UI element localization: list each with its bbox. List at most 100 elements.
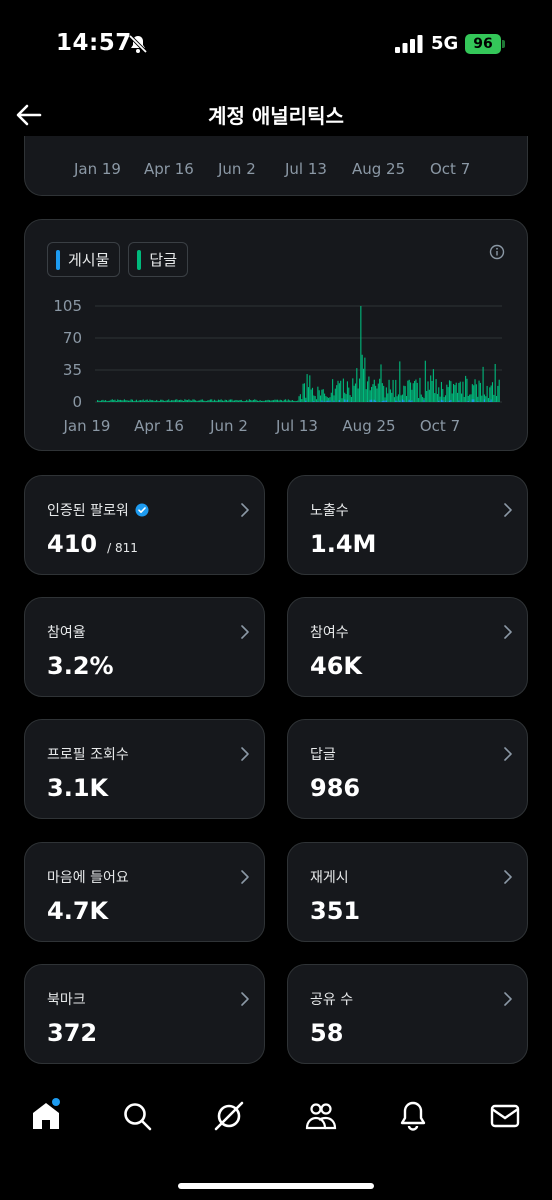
replies-bar xyxy=(340,380,342,402)
posts-color-swatch xyxy=(56,249,60,270)
replies-bar xyxy=(110,399,112,402)
stat-card[interactable]: 인증된 팔로워 410 / 811 xyxy=(24,475,265,575)
replies-bar xyxy=(474,379,476,402)
replies-bar xyxy=(129,400,131,402)
replies-bar xyxy=(388,379,390,402)
stat-card[interactable]: 공유 수 58 xyxy=(287,964,528,1064)
messages-icon[interactable] xyxy=(489,1100,521,1132)
stat-card[interactable]: 참여수 46K xyxy=(287,597,528,697)
posts-bar xyxy=(408,399,410,402)
replies-bar xyxy=(262,400,264,402)
stat-value-row: 46K xyxy=(310,652,362,680)
replies-bar xyxy=(436,393,438,402)
replies-bar xyxy=(375,385,377,402)
home-icon[interactable] xyxy=(30,1100,62,1132)
search-icon[interactable] xyxy=(121,1100,153,1132)
stat-card[interactable]: 노출수 1.4M xyxy=(287,475,528,575)
legend-replies-label: 답글 xyxy=(149,251,178,269)
status-bar: 14:57 5G 96 xyxy=(0,0,552,90)
replies-bar xyxy=(283,399,285,402)
notifications-icon[interactable] xyxy=(397,1100,429,1132)
replies-bar xyxy=(146,399,148,402)
stat-card[interactable]: 북마크 372 xyxy=(24,964,265,1064)
replies-bar xyxy=(428,389,430,402)
replies-bar xyxy=(409,382,412,402)
replies-bar xyxy=(376,388,378,402)
replies-bar xyxy=(281,400,283,402)
replies-bar xyxy=(238,400,240,402)
replies-bar xyxy=(494,363,496,402)
chevron-right-icon xyxy=(241,747,249,761)
x-tick-label: Apr 16 xyxy=(144,160,194,178)
replies-bar xyxy=(267,399,269,402)
replies-bar xyxy=(298,396,300,402)
replies-bar xyxy=(174,399,177,402)
legend-posts-chip[interactable]: 게시물 xyxy=(47,242,121,277)
legend-replies-chip[interactable]: 답글 xyxy=(128,242,189,277)
stat-value-row: 351 xyxy=(310,897,360,925)
posts-bar xyxy=(423,400,425,402)
x-tick-label: Jun 2 xyxy=(218,160,256,178)
replies-bar xyxy=(294,400,296,402)
chevron-right-icon xyxy=(241,870,249,884)
verified-badge-icon xyxy=(135,503,149,517)
y-tick-label: 70 xyxy=(63,329,82,347)
posts-bar xyxy=(477,401,479,402)
replies-bar xyxy=(251,400,253,402)
replies-bar xyxy=(319,395,322,402)
replies-bar xyxy=(115,400,117,402)
replies-bar xyxy=(313,395,315,402)
back-arrow-icon[interactable] xyxy=(14,100,44,130)
stat-card[interactable]: 참여율 3.2% xyxy=(24,597,265,697)
replies-bar xyxy=(487,398,490,402)
replies-bar xyxy=(303,383,305,402)
replies-bar xyxy=(400,395,402,402)
replies-bar xyxy=(422,396,424,402)
replies-bar xyxy=(348,387,350,402)
replies-bar xyxy=(342,378,344,402)
replies-bar xyxy=(158,401,160,402)
replies-bar xyxy=(362,368,365,402)
stat-card[interactable]: 마음에 들어요 4.7K xyxy=(24,842,265,942)
replies-bar xyxy=(379,378,381,402)
bell-off-icon xyxy=(128,34,148,54)
y-tick-label: 105 xyxy=(53,297,82,315)
replies-bar xyxy=(123,399,125,402)
stat-card[interactable]: 프로필 조회수 3.1K xyxy=(24,719,265,819)
replies-bar xyxy=(364,357,366,402)
stat-card[interactable]: 재게시 351 xyxy=(287,842,528,942)
replies-bar xyxy=(270,400,272,402)
replies-bar xyxy=(219,400,221,402)
replies-bar xyxy=(259,400,261,402)
replies-bar xyxy=(235,399,237,402)
posts-bar xyxy=(399,400,401,402)
communities-icon[interactable] xyxy=(305,1100,337,1132)
stat-label-row: 마음에 들어요 xyxy=(47,867,129,887)
replies-bar xyxy=(467,395,469,402)
replies-bar xyxy=(336,385,338,402)
replies-bar xyxy=(231,399,233,402)
replies-bar xyxy=(478,380,480,402)
replies-bar xyxy=(369,390,371,402)
stat-value-row: 372 xyxy=(47,1019,97,1047)
stat-value: 4.7K xyxy=(47,897,109,925)
stat-label-row: 프로필 조회수 xyxy=(47,744,129,764)
replies-bar xyxy=(240,399,242,402)
replies-color-swatch xyxy=(137,249,142,270)
replies-bar xyxy=(452,383,455,402)
stat-subvalue: / 811 xyxy=(107,541,138,555)
replies-bar xyxy=(156,399,158,402)
replies-bar xyxy=(383,385,385,402)
posts-bar xyxy=(473,399,475,402)
replies-bar xyxy=(184,399,186,402)
replies-bar xyxy=(278,400,280,402)
info-icon[interactable] xyxy=(489,244,505,260)
replies-bar xyxy=(216,400,218,402)
replies-bar xyxy=(277,399,279,402)
grok-icon[interactable] xyxy=(213,1100,245,1132)
replies-bar xyxy=(99,400,101,402)
stat-card[interactable]: 답글 986 xyxy=(287,719,528,819)
replies-bar xyxy=(258,400,260,402)
x-tick-label: Apr 16 xyxy=(134,417,184,435)
replies-bar xyxy=(459,381,461,402)
